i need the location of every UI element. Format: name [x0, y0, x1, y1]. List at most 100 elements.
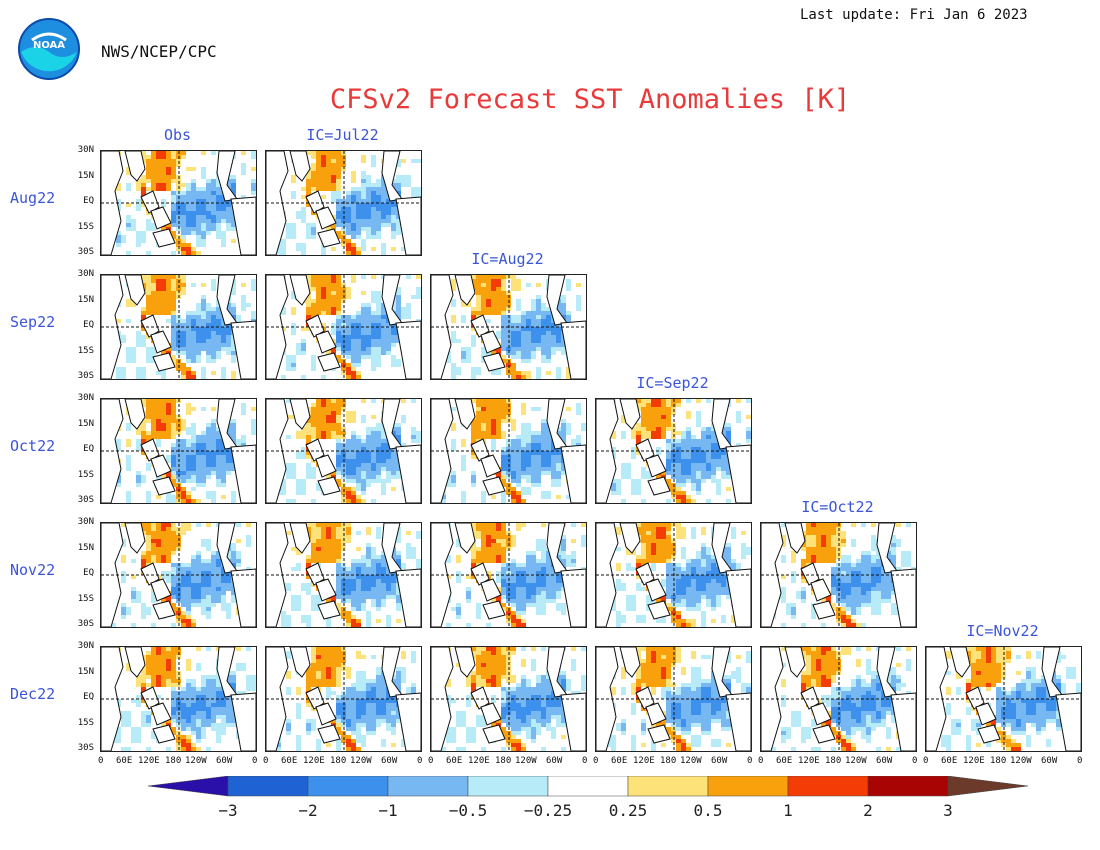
- sst-cell: [371, 471, 376, 475]
- sst-cell: [361, 239, 366, 243]
- lat-tick: 30S: [77, 495, 94, 505]
- sst-cell: [166, 527, 171, 531]
- sst-cell: [671, 491, 676, 495]
- sst-cell: [511, 339, 516, 343]
- sst-cell: [291, 175, 296, 179]
- sst-cell: [161, 287, 166, 291]
- sst-cell: [351, 327, 356, 331]
- sst-cell: [136, 439, 141, 443]
- sst-cell: [316, 167, 321, 171]
- sst-cell: [196, 339, 201, 343]
- lon-tick: 120W: [185, 756, 207, 766]
- sst-cell: [511, 467, 516, 471]
- sst-cell: [216, 463, 221, 467]
- sst-cell: [216, 235, 221, 239]
- sst-cell: [521, 491, 526, 495]
- sst-cell: [476, 427, 481, 431]
- sst-cell: [251, 283, 256, 287]
- sst-cell: [366, 619, 371, 623]
- sst-cell: [521, 463, 526, 467]
- sst-cell: [706, 471, 711, 475]
- sst-cell: [166, 455, 171, 459]
- sst-cell: [141, 339, 146, 343]
- sst-cell: [546, 311, 551, 315]
- sst-cell: [416, 431, 421, 435]
- sst-cell: [361, 579, 366, 583]
- sst-cell: [321, 427, 326, 431]
- sst-cell: [171, 543, 176, 547]
- sst-cell: [391, 207, 396, 211]
- sst-cell: [391, 231, 396, 235]
- coastline: [289, 399, 311, 430]
- sst-cell: [696, 423, 701, 427]
- sst-cell: [561, 471, 566, 475]
- sst-cell: [191, 571, 196, 575]
- sst-cell: [226, 579, 231, 583]
- sst-cell: [356, 219, 361, 223]
- sst-cell: [326, 183, 331, 187]
- sst-cell: [491, 407, 496, 411]
- sst-cell: [331, 247, 336, 251]
- sst-cell: [326, 415, 331, 419]
- sst-cell: [291, 331, 296, 335]
- sst-cell: [186, 355, 191, 359]
- sst-cell: [186, 227, 191, 231]
- sst-cell: [181, 155, 186, 159]
- sst-cell: [231, 287, 236, 291]
- sst-cell: [496, 411, 501, 415]
- sst-cell: [456, 539, 461, 543]
- sst-cell: [146, 159, 151, 163]
- sst-cell: [491, 351, 496, 355]
- sst-cell: [146, 539, 151, 543]
- sst-cell: [351, 227, 356, 231]
- sst-cell: [651, 419, 656, 423]
- sst-cell: [506, 491, 511, 495]
- sst-cell: [611, 451, 616, 455]
- sst-cell: [171, 407, 176, 411]
- sst-cell: [191, 247, 196, 251]
- sst-cell: [331, 287, 336, 291]
- sst-cell: [541, 319, 546, 323]
- sst-cell: [486, 571, 491, 575]
- sst-cell: [231, 559, 236, 563]
- sst-cell: [396, 423, 401, 427]
- sst-cell: [116, 187, 121, 191]
- sst-cell: [526, 563, 531, 567]
- sst-cell: [496, 559, 501, 563]
- sst-cell: [381, 351, 386, 355]
- sst-cell: [286, 463, 291, 467]
- sst-cell: [396, 463, 401, 467]
- sst-cell: [131, 359, 136, 363]
- sst-cell: [361, 575, 366, 579]
- sst-cell: [546, 591, 551, 595]
- sst-cell: [376, 347, 381, 351]
- sst-cell: [541, 331, 546, 335]
- sst-cell: [541, 539, 546, 543]
- sst-cell: [206, 579, 211, 583]
- sst-cell: [221, 599, 226, 603]
- sst-cell: [471, 551, 476, 555]
- sst-cell: [336, 403, 341, 407]
- sst-cell: [201, 371, 206, 375]
- sst-cell: [211, 491, 216, 495]
- sst-cell: [481, 287, 486, 291]
- sst-cell: [666, 499, 671, 503]
- sst-cell: [286, 235, 291, 239]
- sst-cell: [341, 471, 346, 475]
- sst-cell: [476, 403, 481, 407]
- sst-cell: [411, 439, 416, 443]
- sst-cell: [506, 451, 511, 455]
- sst-cell: [281, 327, 286, 331]
- sst-cell: [316, 407, 321, 411]
- sst-cell: [181, 491, 186, 495]
- sst-cell: [691, 463, 696, 467]
- sst-cell: [351, 243, 356, 247]
- sst-cell: [211, 355, 216, 359]
- sst-cell: [501, 583, 506, 587]
- sst-cell: [141, 375, 146, 379]
- sst-cell: [541, 307, 546, 311]
- sst-cell: [316, 159, 321, 163]
- sst-cell: [491, 423, 496, 427]
- sst-cell: [346, 619, 351, 623]
- sst-cell: [196, 499, 201, 503]
